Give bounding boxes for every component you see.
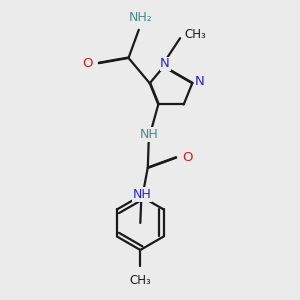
Text: CH₃: CH₃ [184,28,206,41]
Text: O: O [82,57,93,70]
Text: NH₂: NH₂ [128,11,152,24]
Text: NH: NH [140,128,159,141]
Text: CH₃: CH₃ [129,274,151,287]
Text: O: O [182,151,193,164]
Text: NH: NH [132,188,151,201]
Text: N: N [195,75,205,88]
Text: N: N [160,57,170,70]
